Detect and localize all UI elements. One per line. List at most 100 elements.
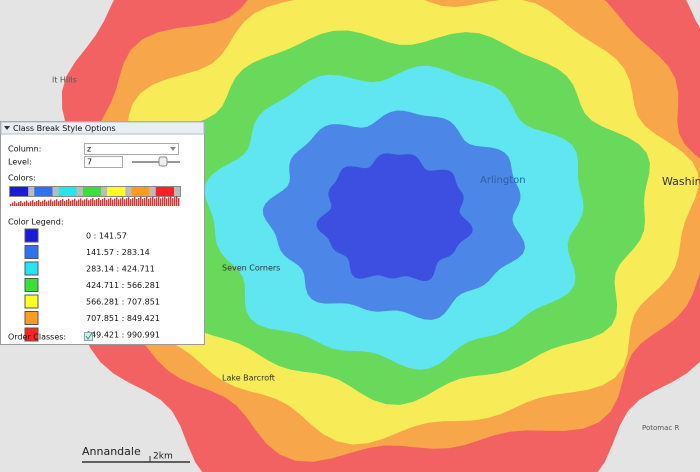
ramp-color[interactable] <box>10 187 29 196</box>
histogram-bar <box>160 198 162 206</box>
histogram-bar <box>20 200 22 206</box>
histogram-bar <box>176 196 178 206</box>
scale-label: 2km <box>153 452 173 462</box>
histogram-bar <box>78 199 80 206</box>
histogram-bar <box>24 201 26 206</box>
histogram-bar <box>50 199 52 206</box>
histogram-bar <box>136 198 138 206</box>
map-label: lt Hills <box>52 76 77 85</box>
histogram-bar <box>14 201 16 206</box>
histogram-bar <box>12 202 14 206</box>
ramp-color[interactable] <box>155 187 174 196</box>
histogram-bar <box>122 197 124 206</box>
histogram-bar <box>28 202 30 206</box>
histogram-bar <box>166 198 168 206</box>
column-value: z <box>87 145 91 154</box>
histogram-bar <box>34 202 36 206</box>
histogram-bar <box>66 199 68 206</box>
histogram-bar <box>148 198 150 206</box>
legend-range: 424.711 : 566.281 <box>86 281 160 290</box>
ramp-color[interactable] <box>131 187 150 196</box>
ramp-handle[interactable] <box>125 187 132 196</box>
colors-label: Colors: <box>8 174 36 183</box>
ramp-handle[interactable] <box>28 187 35 196</box>
ramp-color[interactable] <box>82 187 102 196</box>
histogram-bar <box>70 200 72 206</box>
histogram-bar <box>42 200 44 206</box>
histogram-bar <box>158 196 160 206</box>
histogram-bar <box>114 198 116 206</box>
histogram-bar <box>22 202 24 206</box>
ramp-handle[interactable] <box>52 187 59 196</box>
histogram-bar <box>76 200 78 206</box>
legend-range: 707.851 : 849.421 <box>86 314 160 323</box>
select-arrow[interactable] <box>170 147 176 151</box>
histogram-bar <box>64 200 66 206</box>
legend-swatch <box>24 327 39 342</box>
histogram-bar <box>36 201 38 206</box>
legend-swatch <box>24 294 39 309</box>
histogram-bar <box>94 200 96 206</box>
ramp-handle[interactable] <box>174 187 180 196</box>
slider-thumb[interactable] <box>158 156 168 167</box>
ramp-handle[interactable] <box>149 187 156 196</box>
column-select[interactable] <box>84 143 179 155</box>
histogram-bar <box>108 198 110 206</box>
ramp-color[interactable] <box>58 187 77 196</box>
map-label: Washin <box>662 175 700 188</box>
histogram-bar <box>18 202 20 206</box>
histogram-bar <box>156 197 158 206</box>
histogram-bar <box>120 198 122 206</box>
histogram-bar <box>146 196 148 206</box>
histogram-bar <box>16 203 18 206</box>
histogram-bar <box>96 199 98 206</box>
histogram-bar <box>142 198 144 206</box>
color-ramp[interactable] <box>9 186 181 207</box>
histogram-bar <box>92 198 94 206</box>
histogram-bar <box>98 197 100 206</box>
histogram-bar <box>38 199 40 206</box>
legend-range: 566.281 : 707.851 <box>86 298 160 307</box>
panel-title: Class Break Style Options <box>13 124 116 133</box>
histogram-bar <box>68 198 70 206</box>
histogram-bar <box>112 199 114 206</box>
histogram-bar <box>40 201 42 206</box>
histogram-bar <box>126 198 128 206</box>
histogram-bar <box>134 197 136 206</box>
ramp-handle[interactable] <box>76 187 83 196</box>
histogram-bar <box>124 199 126 206</box>
histogram-bar <box>46 201 48 206</box>
legend-range: 283.14 : 424.711 <box>86 265 155 274</box>
histogram-bar <box>172 198 174 206</box>
panel-header[interactable] <box>0 121 205 135</box>
check-mark <box>85 332 93 340</box>
histogram-bar <box>110 197 112 206</box>
histogram-bar <box>80 198 82 206</box>
histogram-bar <box>56 199 58 206</box>
collapse-arrow[interactable] <box>4 126 10 130</box>
legend-range: 0 : 141.57 <box>86 232 127 241</box>
histogram-bar <box>168 197 170 206</box>
legend-swatch <box>24 311 39 325</box>
ramp-color[interactable] <box>107 187 126 196</box>
histogram-bar <box>104 197 106 206</box>
histogram-bar <box>72 199 74 206</box>
ramp-color[interactable] <box>34 187 53 196</box>
histogram-bar <box>32 200 34 206</box>
histogram-bar <box>30 201 32 206</box>
histogram-bar <box>88 200 90 206</box>
ramp-handle[interactable] <box>101 187 108 196</box>
level-label: Level: <box>8 158 32 167</box>
heat-rings <box>18 0 700 472</box>
histogram-bar <box>116 197 118 206</box>
histogram-bar <box>54 200 56 206</box>
order-checkbox[interactable] <box>84 332 93 341</box>
level-input[interactable] <box>84 156 123 168</box>
histogram-bar <box>138 197 140 206</box>
histogram-bar <box>130 199 132 206</box>
map-label: Annandale <box>82 445 141 458</box>
legend-range: 849.421 : 990.991 <box>86 331 160 340</box>
level-value: 7 <box>87 158 92 167</box>
histogram-bar <box>84 199 86 206</box>
